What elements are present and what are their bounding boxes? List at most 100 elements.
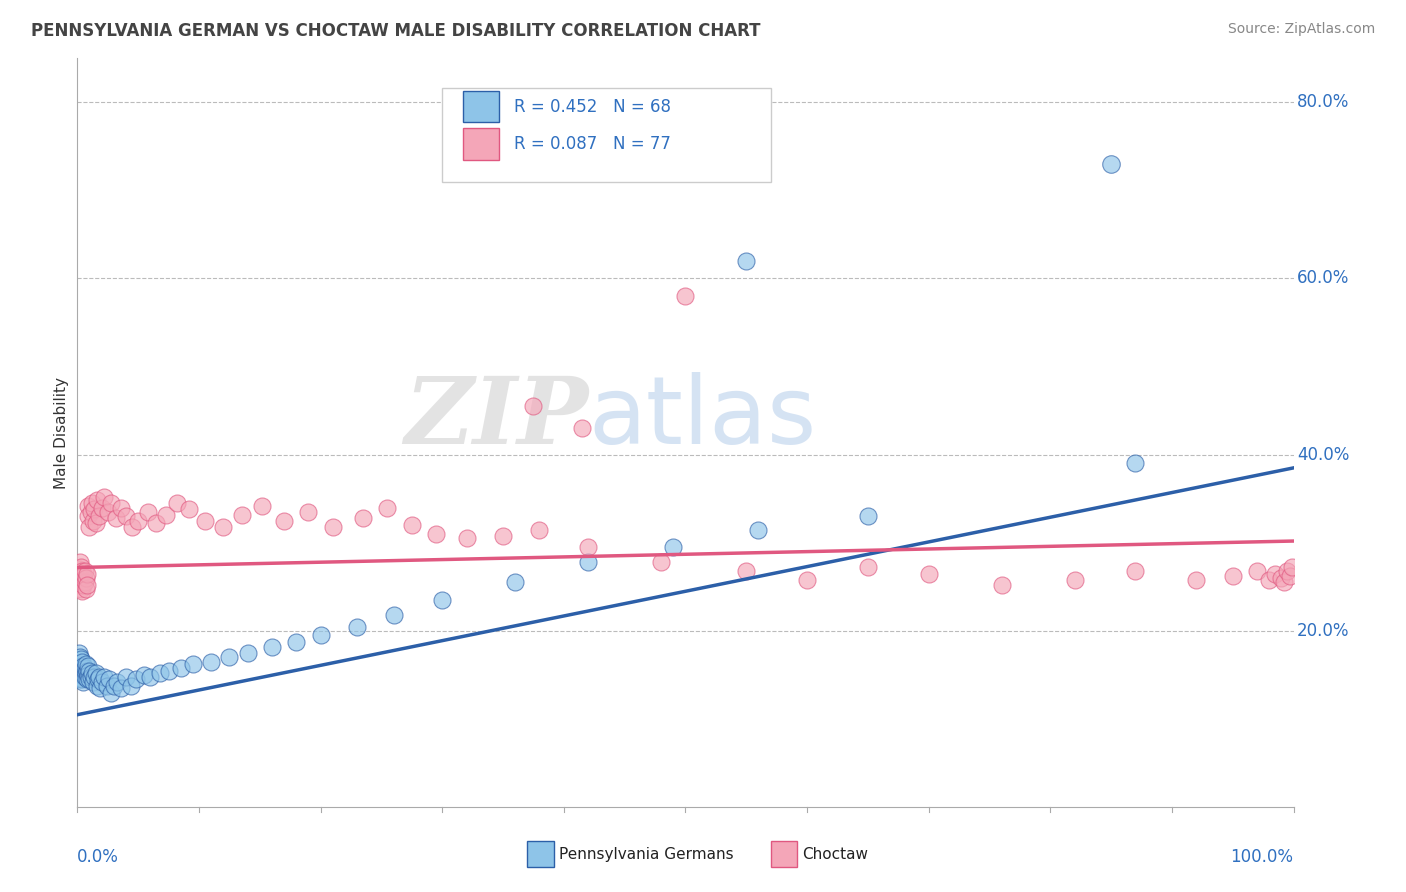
Point [72, 675, 94, 690]
Point [121, 520, 143, 534]
Point [194, 514, 217, 528]
Point [297, 505, 319, 519]
Point [401, 518, 423, 533]
Point [735, 253, 758, 268]
Point [70, 661, 93, 675]
Text: Source: ZipAtlas.com: Source: ZipAtlas.com [1227, 22, 1375, 37]
Point [231, 508, 253, 522]
Point [67, 562, 90, 576]
Point [80, 505, 103, 519]
Point [1099, 157, 1122, 171]
Point [84, 516, 107, 531]
Point [576, 540, 599, 554]
Point [70, 673, 93, 687]
Point [77, 509, 100, 524]
Point [352, 511, 374, 525]
Point [86, 493, 108, 508]
Bar [770, 841, 797, 867]
Point [136, 505, 159, 519]
Point [735, 564, 758, 578]
Point [90, 500, 112, 515]
Point [1258, 573, 1281, 587]
Point [1125, 564, 1147, 578]
Point [75, 657, 97, 672]
Point [125, 673, 148, 687]
Point [1278, 569, 1301, 583]
Point [73, 670, 96, 684]
Point [105, 511, 128, 525]
Point [69, 578, 91, 592]
Point [346, 619, 368, 633]
Point [115, 670, 138, 684]
Point [155, 508, 177, 522]
Point [425, 527, 447, 541]
Point [650, 555, 672, 569]
Point [80, 670, 103, 684]
Text: 60.0%: 60.0% [1298, 269, 1350, 287]
Point [75, 666, 97, 681]
Point [69, 566, 91, 581]
Point [1264, 566, 1286, 581]
Point [918, 566, 941, 581]
Point [72, 659, 94, 673]
Point [69, 673, 91, 687]
Point [77, 499, 100, 513]
Text: R = 0.452   N = 68: R = 0.452 N = 68 [515, 98, 671, 116]
Text: PENNSYLVANIA GERMAN VS CHOCTAW MALE DISABILITY CORRELATION CHART: PENNSYLVANIA GERMAN VS CHOCTAW MALE DISA… [31, 22, 761, 40]
Point [72, 668, 94, 682]
Point [115, 509, 138, 524]
Y-axis label: Male Disability: Male Disability [53, 376, 69, 489]
Text: 40.0%: 40.0% [1298, 446, 1350, 464]
Point [107, 675, 129, 690]
Point [76, 673, 98, 687]
Point [571, 421, 593, 435]
Bar [463, 128, 499, 160]
Point [96, 679, 118, 693]
Point [796, 573, 818, 587]
Point [170, 661, 193, 675]
Point [127, 514, 149, 528]
Text: 20.0%: 20.0% [1298, 622, 1350, 640]
Point [1277, 564, 1299, 578]
Text: Pennsylvania Germans: Pennsylvania Germans [560, 847, 734, 862]
Point [73, 564, 96, 578]
Text: R = 0.087   N = 77: R = 0.087 N = 77 [515, 136, 671, 153]
Point [97, 673, 120, 687]
Point [69, 555, 91, 569]
Point [93, 490, 115, 504]
Bar [527, 841, 554, 867]
Point [236, 646, 259, 660]
Point [89, 509, 111, 524]
Point [70, 571, 93, 585]
Point [67, 646, 90, 660]
Point [69, 659, 91, 673]
Point [1272, 575, 1295, 590]
Point [77, 668, 100, 682]
Point [93, 670, 115, 684]
Point [76, 664, 98, 678]
Point [576, 555, 599, 569]
Point [218, 650, 240, 665]
Point [149, 666, 172, 681]
Point [377, 500, 399, 515]
Point [322, 520, 344, 534]
Point [529, 523, 551, 537]
Point [856, 560, 879, 574]
Text: 80.0%: 80.0% [1298, 93, 1350, 112]
Point [103, 679, 125, 693]
Text: Choctaw: Choctaw [803, 847, 868, 862]
Bar [463, 91, 499, 122]
Point [72, 569, 94, 583]
Point [72, 566, 94, 581]
Point [67, 573, 90, 587]
Text: 100.0%: 100.0% [1230, 848, 1294, 866]
Point [285, 634, 308, 648]
Text: atlas: atlas [588, 372, 817, 464]
Point [250, 499, 273, 513]
Point [76, 566, 98, 581]
Point [309, 628, 332, 642]
Point [89, 670, 111, 684]
Point [83, 502, 105, 516]
Point [200, 655, 222, 669]
Point [84, 666, 107, 681]
